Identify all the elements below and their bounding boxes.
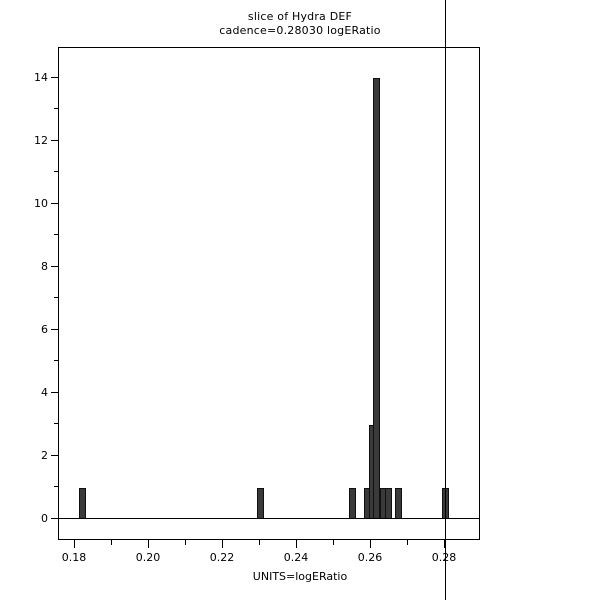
y-axis-tick-minor xyxy=(54,486,58,487)
y-axis-tick-label: 10 xyxy=(34,197,48,210)
x-axis-tick-minor xyxy=(407,540,408,545)
x-axis-tick-label: 0.22 xyxy=(209,551,235,564)
x-axis-tick-minor xyxy=(259,540,260,545)
y-axis-tick-major xyxy=(51,140,58,141)
x-axis-tick-minor xyxy=(333,540,334,545)
y-axis-tick-minor xyxy=(54,297,58,298)
x-axis-tick-label: 0.24 xyxy=(283,551,309,564)
y-axis-tick-major xyxy=(51,203,58,204)
histogram-bar xyxy=(78,487,86,519)
y-axis-tick-major xyxy=(51,455,58,456)
y-axis-tick-label: 6 xyxy=(41,323,48,336)
y-axis-tick-minor xyxy=(54,108,58,109)
histogram-bar xyxy=(348,487,356,519)
y-axis-tick-label: 4 xyxy=(41,386,48,399)
y-axis-tick-label: 14 xyxy=(34,71,48,84)
histogram-bar xyxy=(384,487,392,519)
x-axis-tick-label: 0.20 xyxy=(135,551,161,564)
y-axis-tick-label: 0 xyxy=(41,512,48,525)
x-axis-tick-major xyxy=(222,540,223,548)
chart-title: slice of Hydra DEF xyxy=(247,10,353,23)
y-axis-tick-major xyxy=(51,518,58,519)
x-axis-label: UNITS=logERatio xyxy=(252,570,348,583)
x-axis-tick-label: 0.18 xyxy=(61,551,87,564)
cadence-reference-line xyxy=(445,0,447,600)
x-axis-tick-major xyxy=(370,540,371,548)
y-axis-tick-major xyxy=(51,329,58,330)
histogram-bar xyxy=(441,487,449,519)
histogram-bar xyxy=(256,487,264,519)
y-axis-tick-minor xyxy=(54,423,58,424)
y-axis-tick-major xyxy=(51,266,58,267)
x-axis-tick-label: 0.26 xyxy=(357,551,383,564)
x-axis-tick-major xyxy=(444,540,445,548)
zero-baseline xyxy=(58,518,480,519)
x-axis-tick-label: 0.28 xyxy=(431,551,457,564)
y-axis-tick-label: 2 xyxy=(41,449,48,462)
y-axis-tick-minor xyxy=(54,234,58,235)
chart-subtitle: cadence=0.28030 logERatio xyxy=(219,24,381,37)
y-axis-tick-minor xyxy=(54,360,58,361)
y-axis-tick-minor xyxy=(54,171,58,172)
x-axis-tick-major xyxy=(296,540,297,548)
chart-title-block: slice of Hydra DEF cadence=0.28030 logER… xyxy=(0,10,600,38)
x-axis-tick-minor xyxy=(185,540,186,545)
plot-frame xyxy=(58,47,480,540)
y-axis-tick-label: 12 xyxy=(34,134,48,147)
y-axis-tick-labels: 0 2 4 6 8 10 12 14 xyxy=(0,0,48,600)
histogram-bar xyxy=(372,77,380,519)
plot-data-region xyxy=(58,47,480,519)
histogram-bar xyxy=(394,487,402,519)
x-axis-tick-minor xyxy=(111,540,112,545)
y-axis-tick-major xyxy=(51,392,58,393)
y-axis-tick-label: 8 xyxy=(41,260,48,273)
y-axis-tick-major xyxy=(51,77,58,78)
x-axis-tick-major xyxy=(74,540,75,548)
x-axis-tick-major xyxy=(148,540,149,548)
